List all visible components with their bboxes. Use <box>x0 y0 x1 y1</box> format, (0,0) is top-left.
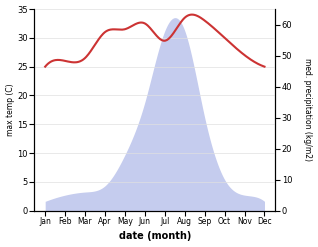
X-axis label: date (month): date (month) <box>119 231 191 242</box>
Y-axis label: max temp (C): max temp (C) <box>5 83 15 136</box>
Y-axis label: med. precipitation (kg/m2): med. precipitation (kg/m2) <box>303 58 313 161</box>
